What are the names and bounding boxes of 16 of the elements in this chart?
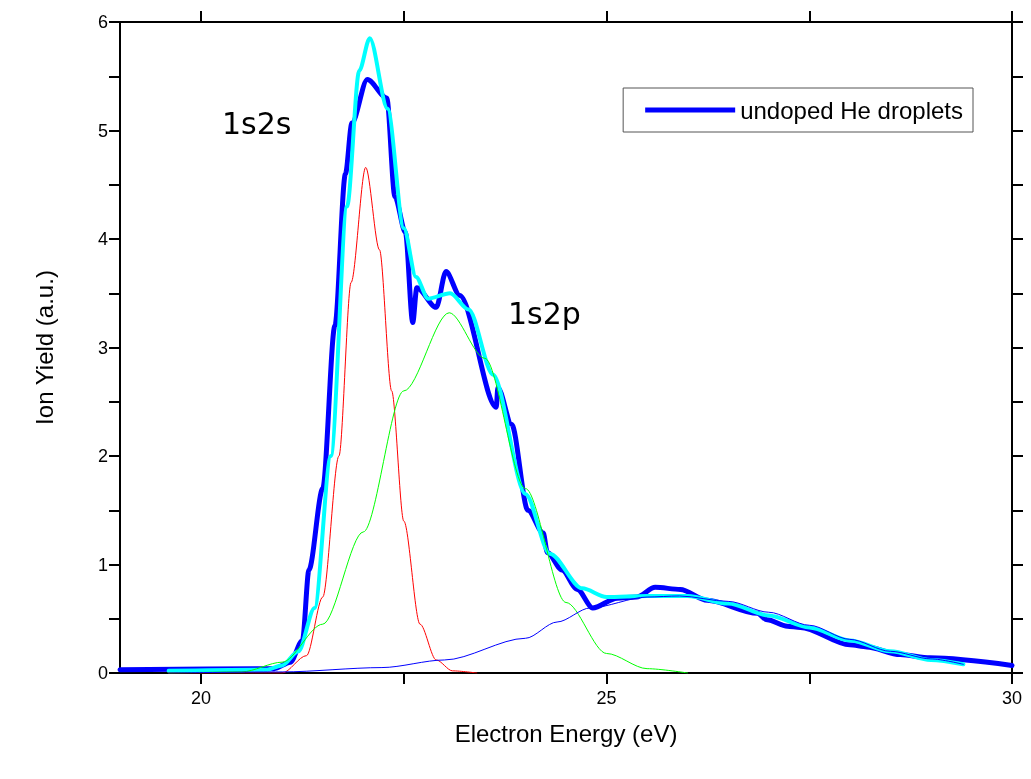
x-tick-label: 20 <box>191 688 212 708</box>
x-axis-title: Electron Energy (eV) <box>454 719 678 747</box>
y-tick-label: 0 <box>97 663 108 683</box>
y-axis-title: Ion Yield (a.u.) <box>30 270 58 425</box>
x-tick-label: 30 <box>1001 688 1023 708</box>
y-tick-label: 3 <box>97 337 108 358</box>
line-series <box>166 36 966 673</box>
y-tick-label: 1 <box>97 554 108 575</box>
annotation: 1s2p <box>508 295 581 331</box>
y-tick-label: 2 <box>97 446 108 466</box>
y-tick-label: 4 <box>97 229 108 249</box>
y-tick-label: 5 <box>97 120 108 141</box>
annotation: 1s2s <box>222 105 292 141</box>
x-tick-label: 25 <box>596 688 617 708</box>
y-tick-label: 6 <box>97 12 108 32</box>
legend-label: undoped He droplets <box>740 96 964 124</box>
